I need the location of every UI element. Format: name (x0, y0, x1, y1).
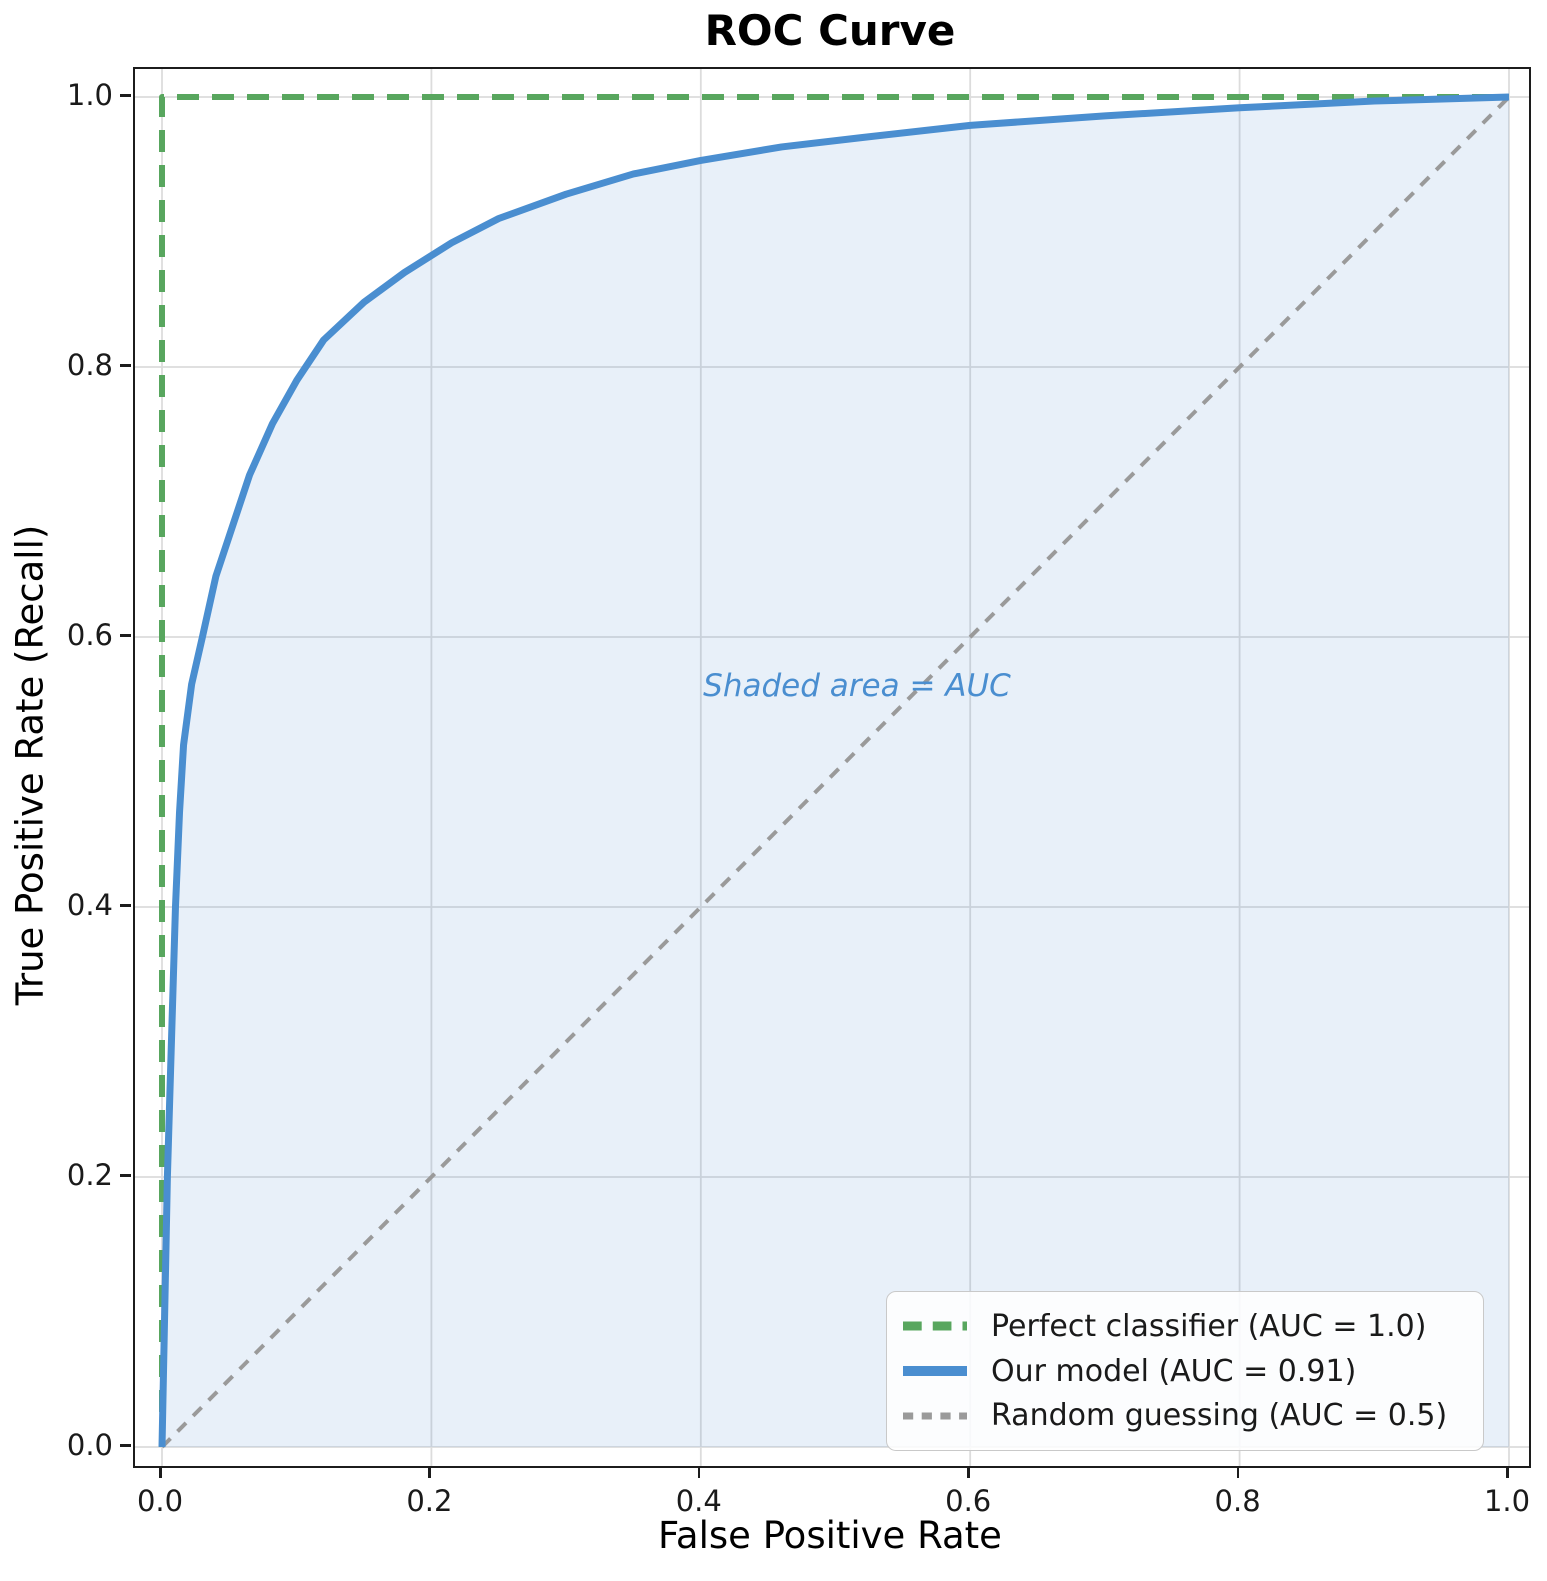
x-tick-mark (697, 1467, 701, 1478)
random-guessing-line (160, 95, 1511, 1449)
legend-line-sample-blue-solid-icon (903, 1366, 967, 1376)
x-tick-mark (967, 1467, 970, 1478)
x-axis-label: False Positive Rate (658, 1514, 1002, 1557)
y-tick-mark (120, 364, 131, 367)
x-tick-mark (159, 1467, 162, 1478)
y-tick-label: 1.0 (66, 78, 113, 112)
y-tick-mark (120, 634, 131, 637)
y-tick-mark (120, 904, 131, 907)
x-tick-label: 0.8 (1214, 1484, 1261, 1518)
x-tick-label: 1.0 (1483, 1484, 1531, 1518)
y-tick-label: 0.6 (66, 618, 113, 652)
plot-area: Shaded area = AUC Perfect classifier (AU… (133, 67, 1531, 1468)
x-tick-mark (428, 1467, 431, 1478)
perfect-classifier-line (159, 94, 1509, 1447)
legend-line-sample-gray-dashed-icon (903, 1412, 967, 1420)
y-axis-label: True Positive Rate (Recall) (8, 524, 52, 1006)
x-tick-label: 0.6 (945, 1484, 992, 1518)
legend-item-our-model: Our model (AUC = 0.91) (901, 1349, 1469, 1394)
x-tick-mark (1236, 1467, 1240, 1478)
x-tick-mark (1506, 1467, 1509, 1478)
legend-item-perfect-classifier: Perfect classifier (AUC = 1.0) (901, 1304, 1469, 1349)
legend-line-sample-green-dashed-icon (903, 1321, 967, 1331)
y-tick-label: 0.8 (66, 348, 113, 382)
y-tick-label: 0.0 (66, 1428, 113, 1462)
legend: Perfect classifier (AUC = 1.0) Our model… (886, 1291, 1484, 1451)
our-model-roc-curve (158, 93, 1510, 1448)
y-tick-mark (120, 1174, 131, 1177)
legend-label-perfect-classifier: Perfect classifier (AUC = 1.0) (991, 1308, 1427, 1344)
legend-label-random-guessing: Random guessing (AUC = 0.5) (991, 1398, 1448, 1434)
x-tick-label: 0.0 (136, 1484, 184, 1518)
auc-annotation-text: Shaded area = AUC (703, 668, 1011, 704)
chart-title: ROC Curve (704, 6, 956, 55)
plot-canvas (135, 69, 1529, 1466)
x-tick-label: 0.4 (675, 1484, 722, 1518)
legend-label-our-model: Our model (AUC = 0.91) (991, 1353, 1357, 1389)
y-tick-mark (120, 1444, 131, 1447)
y-tick-mark (120, 94, 131, 97)
x-tick-label: 0.2 (406, 1484, 453, 1518)
y-tick-label: 0.2 (66, 1158, 113, 1192)
legend-item-random-guessing: Random guessing (AUC = 0.5) (901, 1393, 1469, 1438)
y-tick-label: 0.4 (66, 888, 113, 922)
